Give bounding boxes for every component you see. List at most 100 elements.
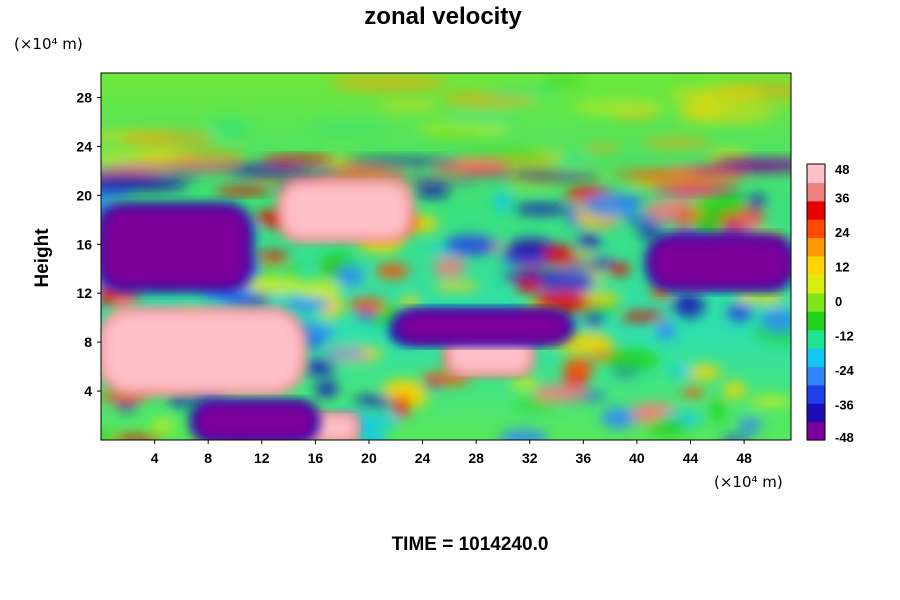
y-tick-label: 24 xyxy=(76,138,92,154)
chart-title: zonal velocity xyxy=(364,3,522,30)
field-blob xyxy=(303,359,337,376)
x-tick-label: 40 xyxy=(629,450,645,466)
colorbar-tick-label: -12 xyxy=(835,329,854,344)
field-blob xyxy=(483,86,561,99)
colorbar-ticks: 48 36 24 12 0 -12 -24 -36 -48 xyxy=(835,162,855,445)
colorbar-swatch xyxy=(807,366,825,386)
field-blob xyxy=(369,413,402,427)
field-blob xyxy=(101,173,203,181)
field-blob xyxy=(101,432,114,440)
field-blob xyxy=(709,398,727,423)
colorbar-swatch xyxy=(807,237,825,257)
x-tick-label: 48 xyxy=(736,450,752,466)
field-blob xyxy=(305,336,323,349)
colorbar-swatch xyxy=(807,164,825,183)
colorbar-tick-label: -24 xyxy=(835,363,855,378)
field-blob xyxy=(255,251,290,264)
field-blob xyxy=(393,395,411,420)
colorbar-frame xyxy=(806,163,826,441)
field-blob xyxy=(581,143,623,152)
x-tick-label: 8 xyxy=(204,450,212,466)
field-blob xyxy=(601,407,635,429)
colorbar-swatch xyxy=(807,348,825,367)
field-blob xyxy=(297,280,342,299)
field-blob xyxy=(399,296,421,308)
field-blob xyxy=(673,292,705,318)
field-blob xyxy=(736,290,761,303)
field-blob xyxy=(646,417,688,437)
y-axis-label: Height xyxy=(32,228,53,288)
colorbar-swatch xyxy=(807,274,825,294)
field-blob xyxy=(307,123,393,132)
field-blob xyxy=(460,172,562,177)
field-blob xyxy=(582,192,641,218)
field-blob xyxy=(493,190,511,213)
field-blob xyxy=(116,401,137,411)
field-blob xyxy=(656,321,676,341)
field-blob xyxy=(358,311,378,321)
high-velocity-region xyxy=(101,307,306,396)
field-blob xyxy=(207,119,250,137)
field-blob xyxy=(647,184,735,191)
x-tick-label: 36 xyxy=(576,450,592,466)
colorbar-swatch xyxy=(807,219,825,239)
field-blob xyxy=(228,169,340,177)
field-blob xyxy=(726,302,753,322)
field-blob xyxy=(611,170,750,179)
plot-frame xyxy=(100,72,792,441)
field-blob xyxy=(343,158,459,165)
field-blob xyxy=(378,101,440,111)
field-blob xyxy=(433,281,480,291)
field-blob xyxy=(694,190,747,216)
y-tick-label: 4 xyxy=(84,383,92,399)
y-tick-label: 12 xyxy=(76,285,92,301)
field-blob xyxy=(430,165,510,174)
colorbar-swatch xyxy=(807,182,825,202)
field-blob xyxy=(749,396,791,407)
low-velocity-region xyxy=(646,234,791,292)
field-blob xyxy=(375,263,410,279)
field-blob xyxy=(603,349,660,372)
field-blob xyxy=(121,129,215,148)
x-tick-label: 24 xyxy=(415,450,431,466)
field-blob xyxy=(575,251,596,261)
low-velocity-region xyxy=(391,307,574,347)
field-blob xyxy=(382,379,424,401)
field-blob xyxy=(151,419,174,432)
colorbar-swatch xyxy=(807,256,825,275)
field-blob xyxy=(606,262,631,276)
field-blob xyxy=(531,384,587,403)
field-blob xyxy=(755,292,784,305)
field-blob xyxy=(101,167,171,173)
field-blob xyxy=(502,270,560,281)
field-blob xyxy=(283,297,332,311)
y-tick-label: 16 xyxy=(76,236,92,252)
y-tick-label: 20 xyxy=(76,187,92,203)
field-blob xyxy=(347,297,387,313)
colorbar-tick-label: 36 xyxy=(835,191,849,206)
field-blob xyxy=(101,180,186,190)
field-blob xyxy=(352,425,387,440)
field-blob xyxy=(436,158,508,167)
field-blob xyxy=(383,178,478,183)
x-tick-label: 28 xyxy=(468,450,484,466)
x-tick-label: 16 xyxy=(308,450,324,466)
field-blob xyxy=(415,183,450,198)
colorbar-tick-label: -48 xyxy=(835,430,854,445)
field-blob xyxy=(448,111,518,126)
time-label: TIME = 1014240.0 xyxy=(392,534,549,555)
field-blob xyxy=(510,377,538,390)
field-blob xyxy=(738,417,762,433)
field-blob xyxy=(110,161,243,168)
x-tick-label: 20 xyxy=(361,450,377,466)
colorbar-tick-label: 24 xyxy=(835,225,850,240)
y-tick-label: 28 xyxy=(76,89,92,105)
field-blob xyxy=(691,213,724,239)
field-blob xyxy=(282,265,299,276)
field-blob xyxy=(260,155,334,164)
field-blob xyxy=(541,75,583,87)
field-blob xyxy=(670,365,692,378)
field-blob xyxy=(723,381,746,399)
field-blob xyxy=(512,203,569,215)
